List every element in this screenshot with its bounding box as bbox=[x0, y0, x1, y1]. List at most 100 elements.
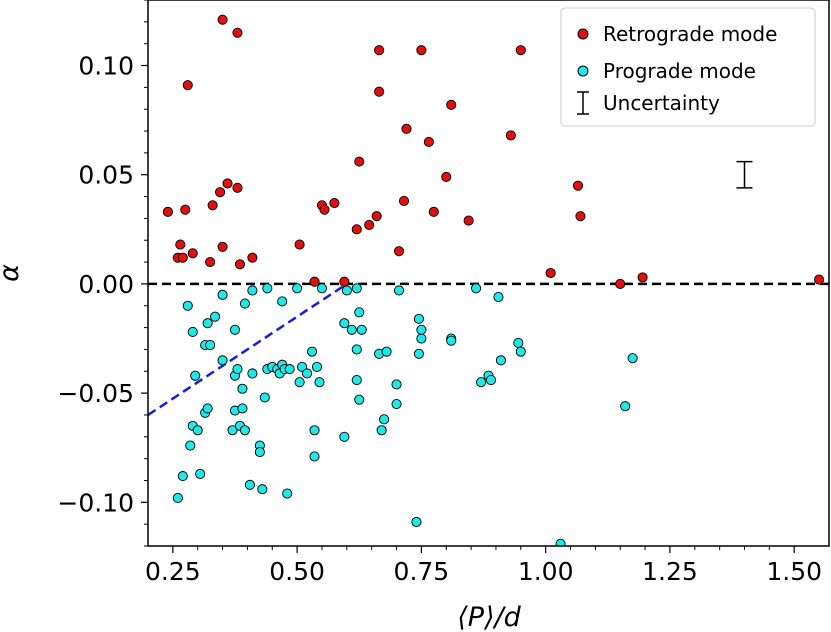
retrograde-point-27 bbox=[374, 86, 385, 97]
prograde-point-58 bbox=[351, 283, 362, 294]
series-retrograde bbox=[162, 14, 825, 289]
prograde-point-85 bbox=[515, 346, 526, 357]
prograde-point-65 bbox=[376, 425, 387, 436]
x-tick-label: 0.75 bbox=[394, 557, 450, 586]
data-points bbox=[162, 14, 825, 546]
legend-marker-uncertainty bbox=[577, 91, 589, 115]
legend-marker-retrograde bbox=[577, 28, 589, 40]
prograde-point-7 bbox=[192, 425, 203, 436]
retrograde-point-15 bbox=[234, 259, 246, 270]
prograde-point-53 bbox=[316, 283, 328, 294]
prograde-point-48 bbox=[306, 346, 318, 357]
prograde-point-13 bbox=[205, 340, 216, 351]
retrograde-point-37 bbox=[463, 215, 474, 226]
retrograde-point-33 bbox=[423, 136, 434, 148]
prograde-point-20 bbox=[229, 324, 241, 335]
prograde-point-52 bbox=[314, 377, 325, 388]
legend-label-prograde: Prograde mode bbox=[603, 59, 756, 83]
prograde-point-70 bbox=[393, 285, 405, 296]
retrograde-point-34 bbox=[428, 206, 439, 217]
retrograde-point-28 bbox=[374, 45, 385, 56]
retrograde-point-14 bbox=[232, 27, 243, 38]
retrograde-point-4 bbox=[180, 204, 191, 215]
prograde-point-29 bbox=[247, 285, 258, 296]
prograde-point-74 bbox=[416, 333, 427, 344]
prograde-point-59 bbox=[351, 344, 362, 355]
prograde-point-86 bbox=[555, 538, 566, 546]
retrograde-point-38 bbox=[505, 130, 516, 141]
retrograde-point-21 bbox=[329, 198, 340, 209]
x-axis-label: ⟨P⟩/d bbox=[457, 602, 521, 632]
prograde-point-62 bbox=[354, 307, 365, 318]
retrograde-point-8 bbox=[207, 200, 218, 211]
retrograde-point-40 bbox=[545, 267, 556, 279]
y-tick-label: 0.10 bbox=[78, 52, 134, 81]
prograde-point-56 bbox=[341, 285, 352, 296]
retrograde-point-13 bbox=[232, 182, 243, 193]
prograde-point-17 bbox=[227, 425, 238, 436]
prograde-point-31 bbox=[254, 447, 265, 458]
retrograde-point-5 bbox=[182, 80, 193, 91]
prograde-point-71 bbox=[411, 516, 422, 528]
legend: Retrograde mode Prograde mode Uncertaint… bbox=[560, 7, 816, 127]
retrograde-point-6 bbox=[187, 248, 198, 259]
x-tick-label: 1.25 bbox=[642, 557, 698, 586]
prograde-point-83 bbox=[495, 355, 506, 366]
prograde-point-75 bbox=[416, 324, 427, 335]
blue-dashed-line bbox=[148, 282, 348, 417]
retrograde-point-2 bbox=[175, 239, 186, 250]
retrograde-point-10 bbox=[217, 241, 228, 252]
prograde-point-72 bbox=[413, 348, 424, 359]
uncertainty-bar bbox=[736, 160, 753, 189]
y-tick-label: −0.05 bbox=[57, 379, 134, 408]
retrograde-point-12 bbox=[222, 178, 233, 189]
retrograde-point-39 bbox=[515, 45, 526, 56]
y-tick-label: 0.05 bbox=[78, 161, 134, 190]
retrograde-point-43 bbox=[615, 278, 626, 289]
retrograde-point-42 bbox=[575, 211, 586, 222]
prograde-point-78 bbox=[471, 283, 482, 294]
retrograde-point-26 bbox=[371, 211, 382, 222]
retrograde-point-11 bbox=[217, 14, 228, 25]
prograde-point-43 bbox=[284, 364, 295, 375]
prograde-point-81 bbox=[485, 374, 497, 386]
retrograde-point-22 bbox=[339, 276, 350, 287]
prograde-point-26 bbox=[239, 425, 250, 436]
prograde-point-24 bbox=[237, 383, 248, 394]
retrograde-point-0 bbox=[162, 206, 173, 217]
prograde-point-27 bbox=[244, 479, 255, 490]
prograde-point-63 bbox=[356, 324, 367, 335]
retrograde-point-9 bbox=[215, 187, 226, 198]
retrograde-point-25 bbox=[364, 219, 375, 231]
y-tick-label: 0.00 bbox=[78, 270, 134, 299]
plot-frame bbox=[147, 0, 830, 547]
prograde-point-8 bbox=[195, 468, 206, 479]
prograde-point-84 bbox=[513, 337, 524, 348]
series-prograde bbox=[172, 283, 638, 546]
prograde-point-3 bbox=[185, 440, 196, 451]
prograde-point-0 bbox=[172, 492, 183, 504]
retrograde-point-20 bbox=[319, 204, 330, 215]
y-tick-label: −0.10 bbox=[57, 488, 134, 517]
prograde-point-47 bbox=[302, 368, 313, 379]
prograde-point-45 bbox=[294, 377, 305, 388]
prograde-point-32 bbox=[257, 484, 268, 495]
retrograde-point-18 bbox=[309, 276, 320, 287]
legend-marker-prograde bbox=[577, 65, 589, 77]
y-axis-label: α bbox=[0, 264, 25, 282]
x-tick-label: 0.25 bbox=[145, 557, 201, 586]
retrograde-point-44 bbox=[637, 272, 648, 283]
retrograde-point-7 bbox=[205, 257, 216, 268]
prograde-point-55 bbox=[339, 431, 350, 442]
retrograde-point-36 bbox=[446, 99, 457, 110]
prograde-point-79 bbox=[475, 377, 487, 388]
prograde-point-34 bbox=[262, 283, 273, 294]
prograde-point-28 bbox=[247, 368, 258, 379]
prograde-point-50 bbox=[309, 451, 320, 462]
retrograde-point-35 bbox=[441, 171, 452, 182]
prograde-point-69 bbox=[391, 379, 402, 390]
prograde-point-88 bbox=[627, 353, 638, 364]
prograde-point-54 bbox=[339, 318, 350, 329]
prograde-point-11 bbox=[202, 318, 213, 329]
